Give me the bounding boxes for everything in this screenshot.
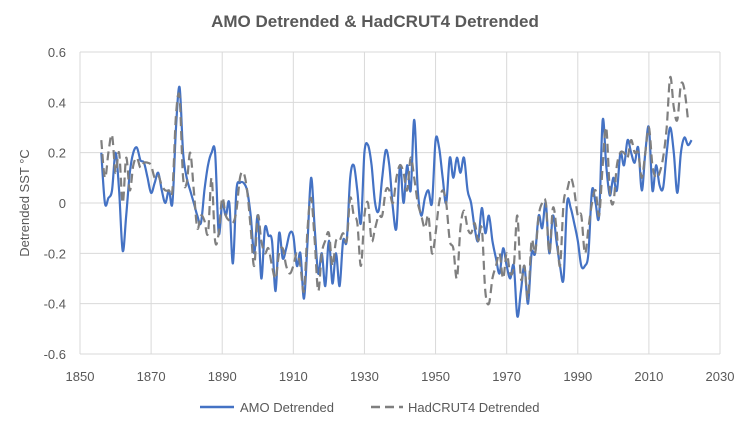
x-tick-label: 1990 bbox=[563, 369, 592, 384]
chart-title: AMO Detrended & HadCRUT4 Detrended bbox=[211, 12, 539, 31]
series-line-amo bbox=[100, 85, 693, 318]
x-tick-label: 1890 bbox=[208, 369, 237, 384]
x-tick-label: 1950 bbox=[421, 369, 450, 384]
legend-label-hadcrut4: HadCRUT4 Detrended bbox=[408, 400, 540, 415]
series-line-hadcrut4 bbox=[100, 76, 690, 306]
y-tick-label: -0.4 bbox=[44, 297, 66, 312]
series-lines bbox=[100, 76, 693, 318]
y-tick-label: 0.6 bbox=[48, 45, 66, 60]
y-tick-label: -0.6 bbox=[44, 347, 66, 362]
y-tick-label: 0.4 bbox=[48, 95, 66, 110]
y-tick-label: -0.2 bbox=[44, 246, 66, 261]
x-tick-label: 1930 bbox=[350, 369, 379, 384]
legend-label-amo: AMO Detrended bbox=[240, 400, 334, 415]
gridlines bbox=[79, 51, 721, 355]
y-tick-label: 0 bbox=[59, 196, 66, 211]
x-tick-label: 2030 bbox=[706, 369, 735, 384]
x-tick-labels: 1850 1870 1890 1910 1930 1950 1970 1990 2010 2030 bbox=[66, 369, 735, 384]
x-tick-label: 1910 bbox=[279, 369, 308, 384]
x-tick-label: 1970 bbox=[492, 369, 521, 384]
legend: AMO Detrended HadCRUT4 Detrended bbox=[200, 400, 540, 415]
x-tick-label: 1850 bbox=[66, 369, 95, 384]
y-tick-labels: 0.6 0.4 0.2 0 -0.2 -0.4 -0.6 bbox=[44, 45, 66, 362]
y-axis-label: Detrended SST °C bbox=[17, 149, 32, 257]
x-tick-label: 1870 bbox=[137, 369, 166, 384]
y-tick-label: 0.2 bbox=[48, 146, 66, 161]
x-tick-label: 2010 bbox=[634, 369, 663, 384]
